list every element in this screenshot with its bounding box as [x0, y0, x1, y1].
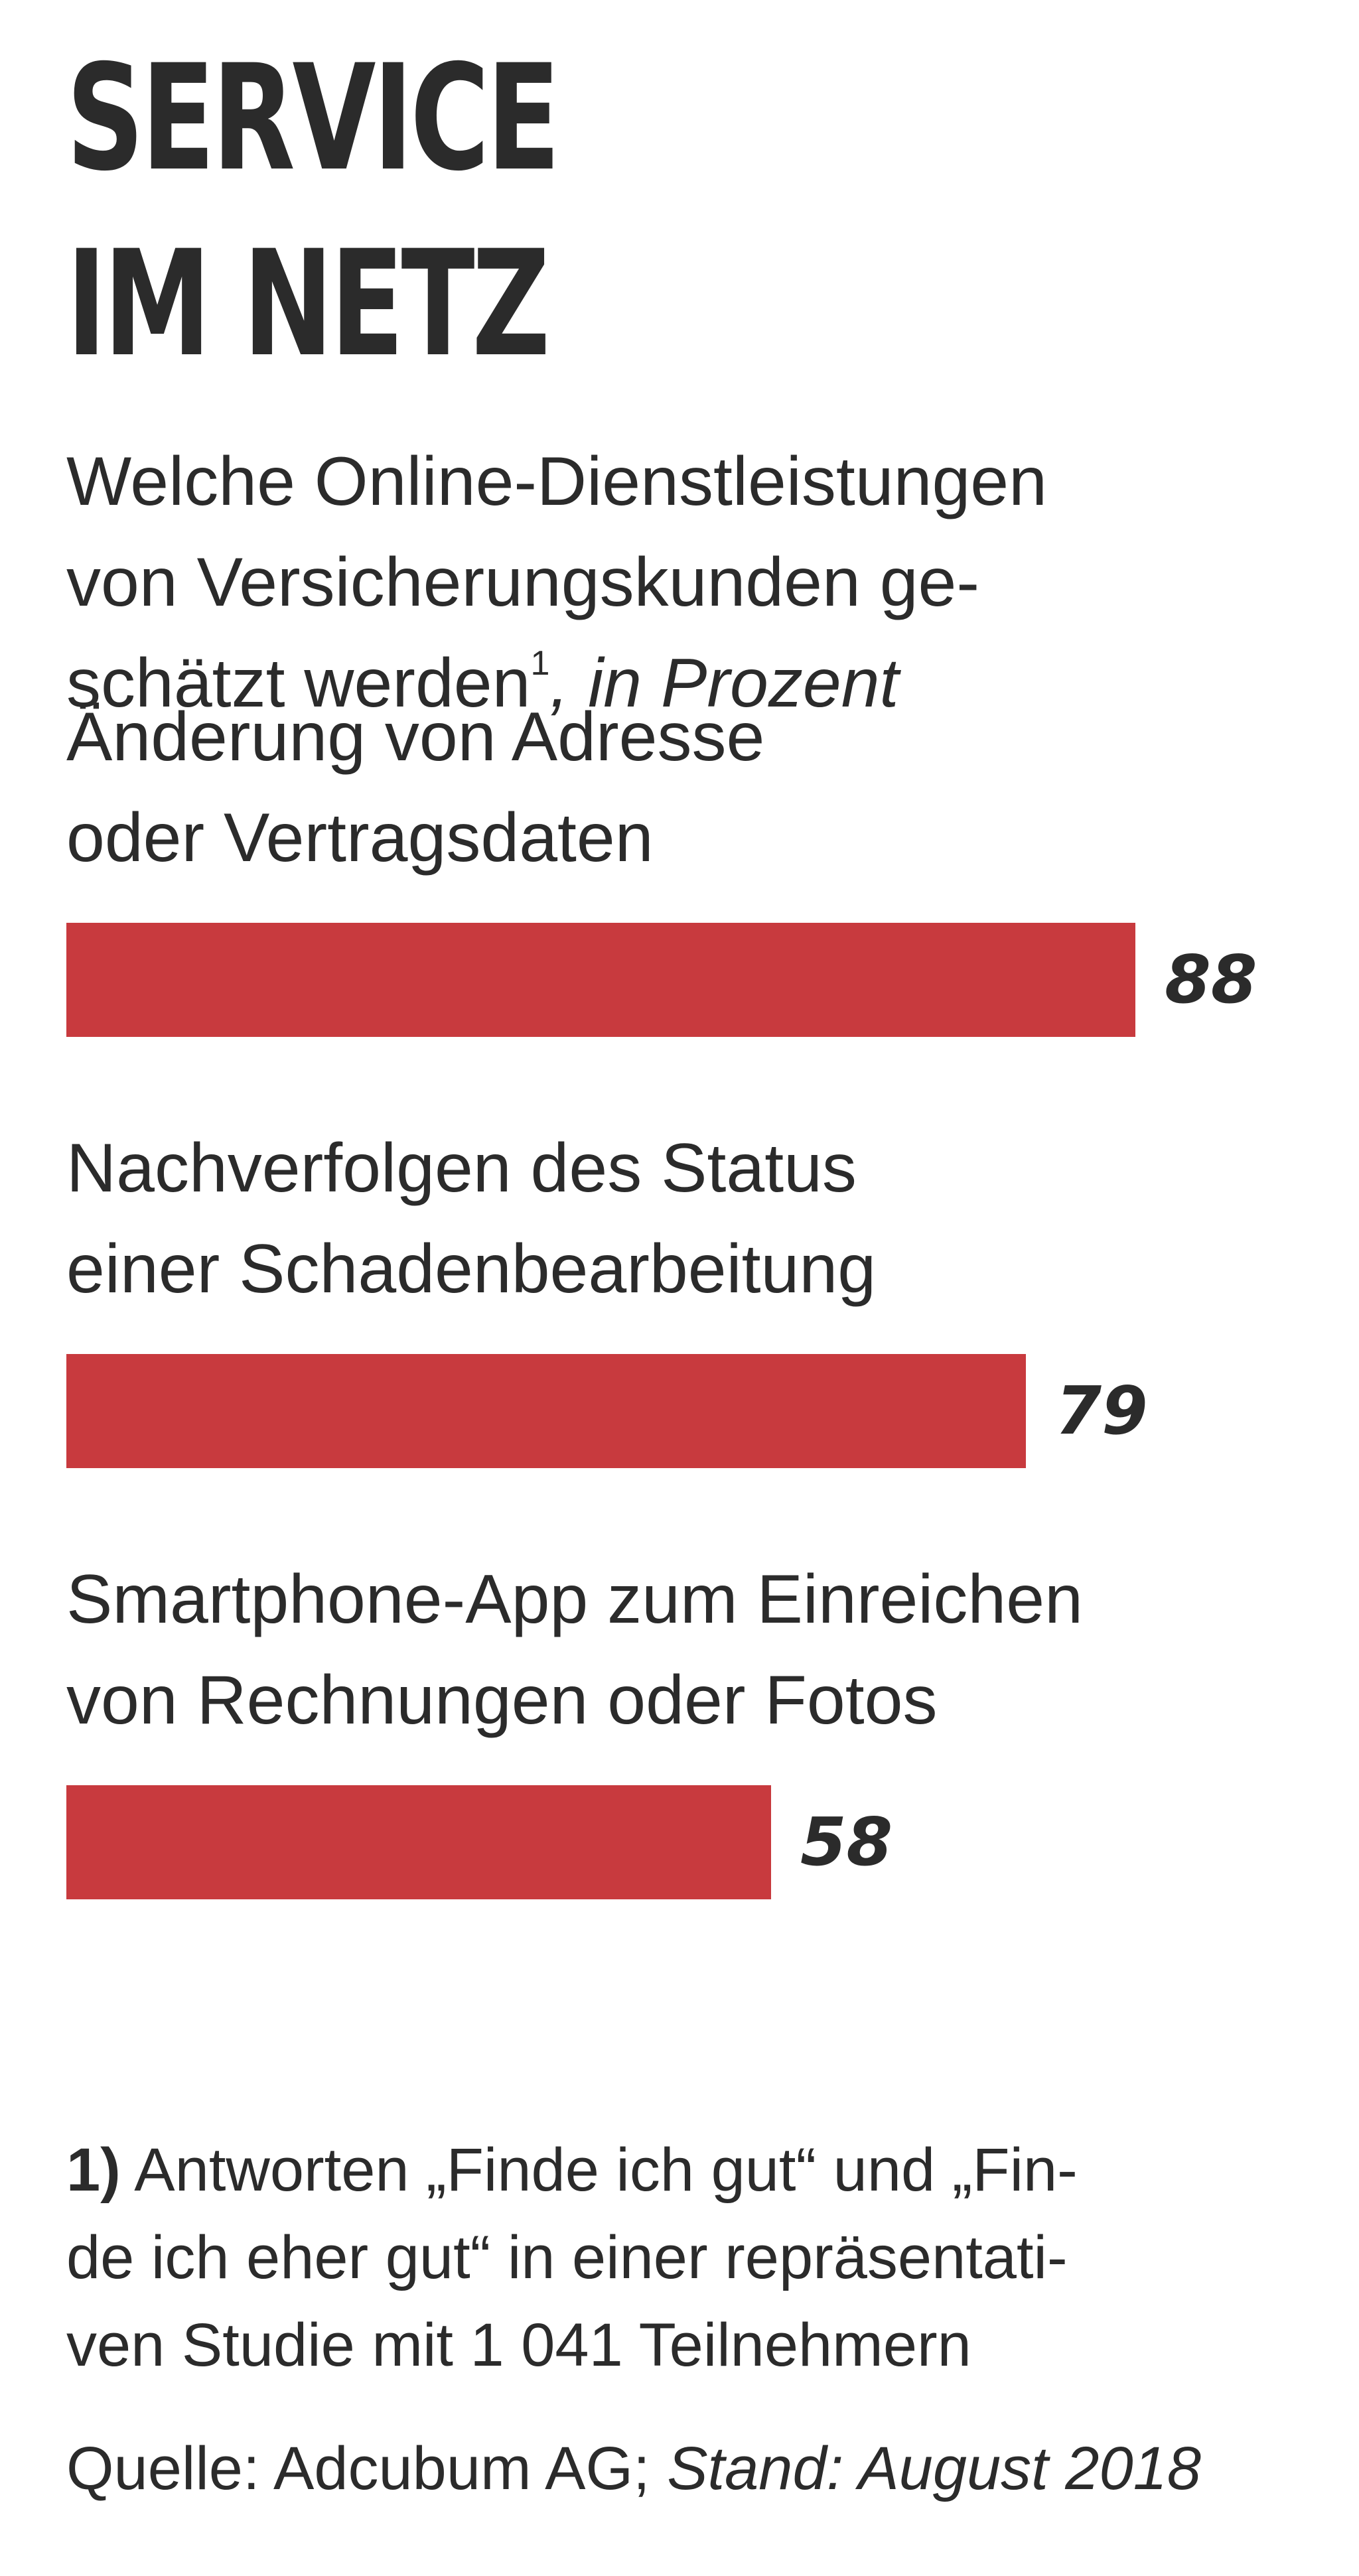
footnote-line-1-text: Antworten „Finde ich gut“ und „Fin- [120, 2136, 1078, 2204]
bar-label-1-line-1: Änderung von Adresse [66, 699, 765, 776]
bar-row-2: Nachverfolgen des Status einer Schadenbe… [66, 1118, 1327, 1468]
source-prefix: Quelle: Adcubum AG; [66, 2435, 668, 2502]
subtitle-line-3: schätzt werden1, in Prozent [66, 633, 1327, 734]
bar-value-1: 88 [1165, 941, 1257, 1018]
bar-label-2: Nachverfolgen des Status einer Schadenbe… [66, 1118, 1327, 1320]
title-line-2: IM NETZ [66, 219, 550, 389]
bar-1 [66, 923, 1136, 1037]
bar-track-3: 58 [66, 1785, 1327, 1899]
title-line-1: SERVICE [66, 33, 560, 203]
bar-track-2: 79 [66, 1354, 1327, 1468]
footnote-reference: 1 [530, 644, 550, 683]
bar-value-2: 79 [1055, 1372, 1148, 1450]
bar-track-1: 88 [66, 923, 1327, 1037]
chart-subtitle: Welche Online-Dienstleistungen von Versi… [66, 431, 1327, 734]
footnote-marker: 1) [66, 2136, 121, 2204]
footnote-line-1: 1) Antworten „Finde ich gut“ und „Fin- [66, 2126, 1327, 2214]
footnote-line-2: de ich eher gut“ in einer repräsentati- [66, 2224, 1068, 2291]
bar-3 [66, 1785, 771, 1899]
chart-title: SERVICE IM NETZ [66, 25, 560, 397]
subtitle-unit: , in Prozent [549, 645, 899, 722]
subtitle-line-2: von Versicherungskunden ge- [66, 544, 980, 621]
bar-2 [66, 1354, 1027, 1468]
source-line: Quelle: Adcubum AG; Stand: August 2018 [66, 2425, 1340, 2512]
bar-label-1: Änderung von Adresse oder Vertragsdaten [66, 687, 1327, 888]
bar-row-3: Smartphone-App zum Einreichen von Rechnu… [66, 1549, 1327, 1899]
bar-row-1: Änderung von Adresse oder Vertragsdaten … [66, 687, 1327, 1037]
subtitle-line-1: Welche Online-Dienstleistungen [66, 443, 1047, 520]
subtitle-line-3-text: schätzt werden [66, 645, 531, 722]
bar-label-3-line-1: Smartphone-App zum Einreichen [66, 1561, 1083, 1638]
source-date: Stand: August 2018 [667, 2435, 1201, 2502]
bar-label-2-line-1: Nachverfolgen des Status [66, 1130, 857, 1207]
bar-label-2-line-2: einer Schadenbearbeitung [66, 1231, 877, 1308]
bar-value-3: 58 [800, 1803, 893, 1881]
bar-label-3-line-2: von Rechnungen oder Fotos [66, 1662, 938, 1739]
bar-label-3: Smartphone-App zum Einreichen von Rechnu… [66, 1549, 1327, 1751]
footnote: 1) Antworten „Finde ich gut“ und „Fin- d… [66, 2126, 1327, 2389]
footnote-line-3: ven Studie mit 1 041 Teilnehmern [66, 2311, 971, 2379]
bar-label-1-line-2: oder Vertragsdaten [66, 799, 654, 876]
